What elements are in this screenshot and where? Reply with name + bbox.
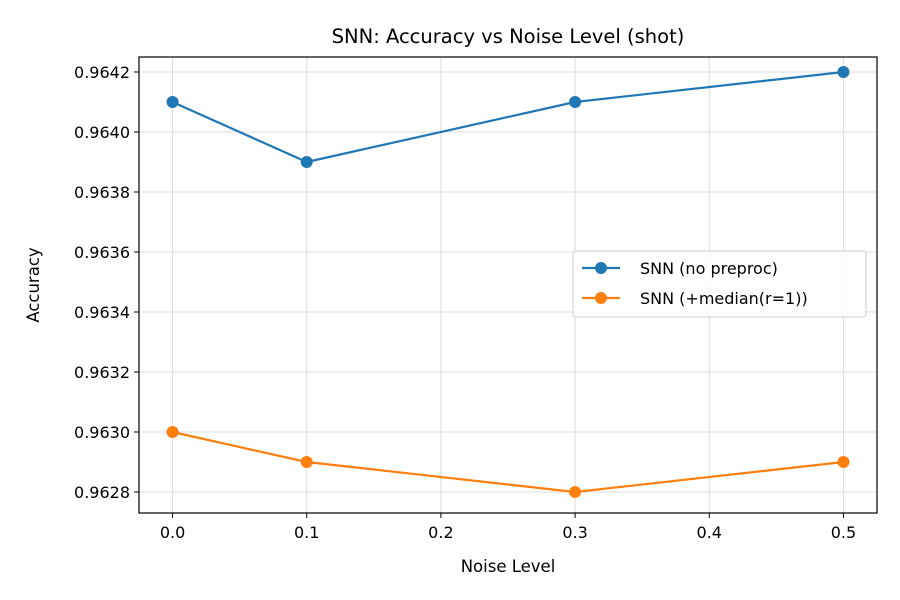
data-point	[569, 486, 582, 498]
axis-ticks: 0.0 0.1 0.2 0.3 0.4 0.5 0.9628 0.9630 0.9632 0.96…	[74, 63, 856, 542]
legend-marker	[595, 262, 607, 274]
legend-label: SNN (+median(r=1))	[640, 289, 808, 308]
series-1	[166, 426, 850, 498]
y-tick-label: 0.9632	[74, 363, 130, 382]
y-tick-label: 0.9640	[74, 123, 130, 142]
y-axis-label: Accuracy	[24, 247, 43, 323]
legend-item: SNN (+median(r=1))	[582, 289, 808, 308]
series-line	[172, 430, 844, 494]
data-point	[300, 456, 313, 468]
y-tick-label: 0.9636	[74, 243, 130, 262]
x-tick-label: 0.3	[562, 523, 587, 542]
legend-item: SNN (no preproc)	[582, 259, 778, 278]
x-tick-label: 0.5	[831, 523, 856, 542]
x-tick-label: 0.0	[160, 523, 185, 542]
legend: SNN (no preproc) SNN (+median(r=1))	[572, 250, 867, 318]
legend-marker	[595, 292, 607, 304]
data-point	[837, 66, 850, 78]
series-layer	[166, 66, 850, 498]
data-point	[837, 456, 850, 468]
plot-area-frame	[138, 56, 878, 514]
series-line	[172, 70, 844, 164]
chart-title: SNN: Accuracy vs Noise Level (shot)	[332, 25, 685, 48]
x-axis-label: Noise Level	[461, 557, 556, 576]
x-tick-label: 0.2	[428, 523, 453, 542]
data-point	[300, 156, 313, 168]
y-tick-label: 0.9630	[74, 423, 130, 442]
y-tick-label: 0.9628	[74, 483, 130, 502]
data-point	[569, 96, 582, 108]
data-point	[166, 426, 179, 438]
y-tick-label: 0.9634	[74, 303, 130, 322]
x-tick-label: 0.1	[294, 523, 319, 542]
legend-box	[572, 250, 867, 318]
y-tick-label: 0.9642	[74, 63, 130, 82]
y-tick-label: 0.9638	[74, 183, 130, 202]
legend-label: SNN (no preproc)	[640, 259, 778, 278]
series-0	[166, 66, 850, 168]
x-tick-label: 0.4	[697, 523, 722, 542]
data-point	[166, 96, 179, 108]
